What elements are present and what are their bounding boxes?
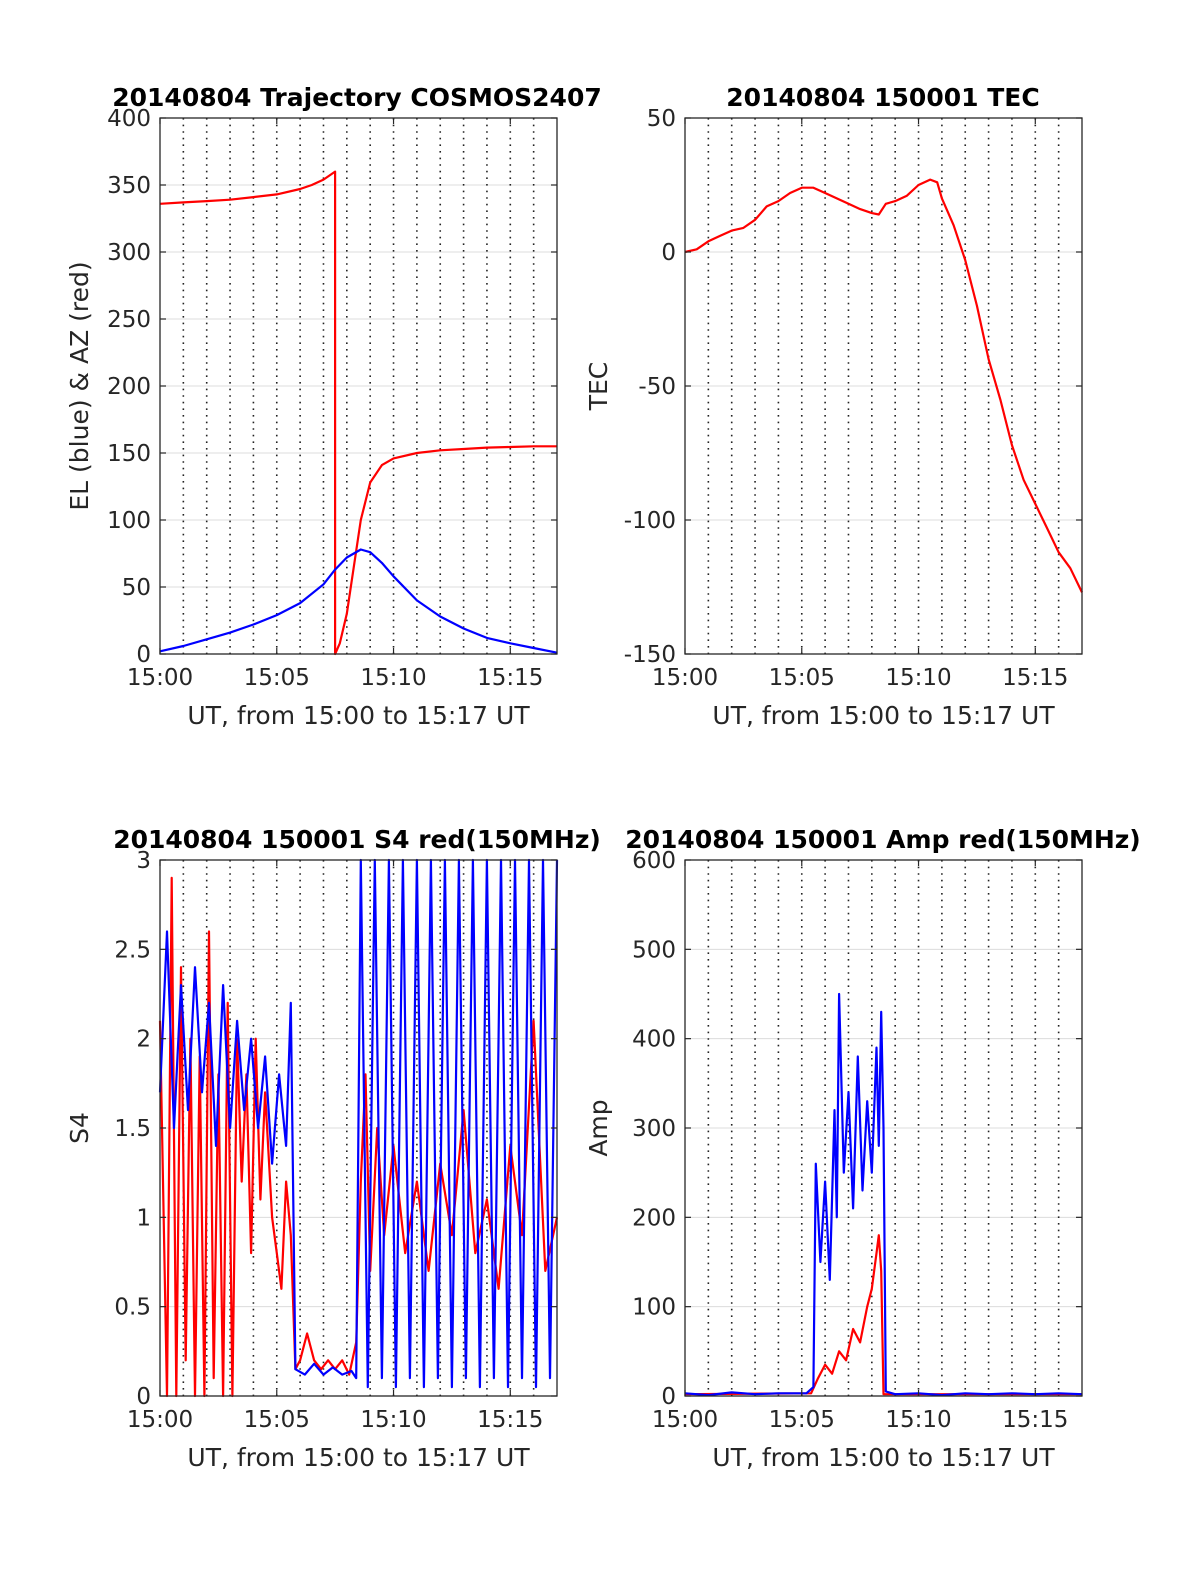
y-tick-label: 100 xyxy=(632,1295,676,1321)
x-tick-label: 15:10 xyxy=(885,665,951,691)
y-axis-label: S4 xyxy=(65,1112,94,1144)
x-axis-label: UT, from 15:00 to 15:17 UT xyxy=(187,701,530,730)
chart-title: 20140804 Trajectory COSMOS2407 xyxy=(112,83,602,112)
panel-s4: 15:00 15:05 15:10 15:15 0 0.5 1 1.5 2 2.5 3 UT, fro… xyxy=(65,825,601,1472)
y-tick-label: -150 xyxy=(624,642,676,668)
y-axis-label: EL (blue) & AZ (red) xyxy=(65,261,94,510)
x-tick-label: 15:00 xyxy=(652,665,718,691)
y-tick-label: 3 xyxy=(136,848,151,874)
y-tick-label: -100 xyxy=(624,508,676,534)
series-line xyxy=(159,548,558,654)
panel-amp: 15:00 15:05 15:10 15:15 0 100 200 300 400 500 600 U… xyxy=(584,825,1141,1472)
chart-title: 20140804 150001 S4 red(150MHz) xyxy=(113,825,601,854)
y-tick-label: -50 xyxy=(638,374,676,400)
x-axis-label: UT, from 15:00 to 15:17 UT xyxy=(712,701,1055,730)
y-tick-label: 400 xyxy=(107,106,151,132)
x-tick-label: 15:05 xyxy=(244,665,310,691)
x-tick-label: 15:00 xyxy=(127,1407,193,1433)
y-tick-label: 0 xyxy=(136,1384,151,1410)
y-tick-label: 150 xyxy=(107,441,151,467)
y-tick-label: 350 xyxy=(107,173,151,199)
x-axis-label: UT, from 15:00 to 15:17 UT xyxy=(712,1443,1055,1472)
y-tick-label: 600 xyxy=(632,848,676,874)
y-tick-label: 500 xyxy=(632,937,676,963)
x-tick-label: 15:00 xyxy=(127,665,193,691)
x-tick-label: 15:15 xyxy=(477,665,543,691)
x-tick-label: 15:15 xyxy=(477,1407,543,1433)
y-tick-label: 2.5 xyxy=(114,937,151,963)
x-tick-label: 15:05 xyxy=(244,1407,310,1433)
x-tick-label: 15:10 xyxy=(360,665,426,691)
chart-title: 20140804 150001 Amp red(150MHz) xyxy=(625,825,1141,854)
y-tick-label: 300 xyxy=(107,240,151,266)
series-line xyxy=(684,178,1083,593)
y-tick-label: 400 xyxy=(632,1027,676,1053)
x-tick-label: 15:15 xyxy=(1002,1407,1068,1433)
x-tick-label: 15:00 xyxy=(652,1407,718,1433)
y-axis-label: Amp xyxy=(584,1099,613,1156)
panel-trajectory: 15:00 15:05 15:10 15:15 0 50 100 150 200 250 300 35… xyxy=(65,83,602,730)
series-line xyxy=(684,992,1083,1397)
y-tick-label: 50 xyxy=(647,106,676,132)
series-line xyxy=(158,876,559,1398)
y-tick-label: 100 xyxy=(107,508,151,534)
y-tick-label: 2 xyxy=(136,1027,151,1053)
y-tick-label: 1.5 xyxy=(114,1116,151,1142)
series-line xyxy=(684,1234,1082,1396)
x-tick-label: 15:10 xyxy=(360,1407,426,1433)
y-axis-label: TEC xyxy=(584,362,613,412)
chart-title: 20140804 150001 TEC xyxy=(726,83,1039,112)
y-tick-label: 300 xyxy=(632,1116,676,1142)
x-tick-label: 15:05 xyxy=(769,1407,835,1433)
y-tick-label: 1 xyxy=(136,1205,151,1231)
x-tick-label: 15:10 xyxy=(885,1407,951,1433)
y-tick-label: 200 xyxy=(107,374,151,400)
y-tick-label: 0 xyxy=(661,1384,676,1410)
y-tick-label: 0.5 xyxy=(114,1295,151,1321)
y-tick-label: 0 xyxy=(661,240,676,266)
x-tick-label: 15:05 xyxy=(769,665,835,691)
y-tick-label: 250 xyxy=(107,307,151,333)
y-tick-label: 50 xyxy=(122,575,151,601)
y-tick-label: 0 xyxy=(136,642,151,668)
x-tick-label: 15:15 xyxy=(1002,665,1068,691)
x-axis-label: UT, from 15:00 to 15:17 UT xyxy=(187,1443,530,1472)
y-tick-label: 200 xyxy=(632,1205,676,1231)
series-line xyxy=(159,170,557,656)
panel-tec: 15:00 15:05 15:10 15:15 -150 -100 -50 0 50 UT, fr… xyxy=(584,83,1083,730)
